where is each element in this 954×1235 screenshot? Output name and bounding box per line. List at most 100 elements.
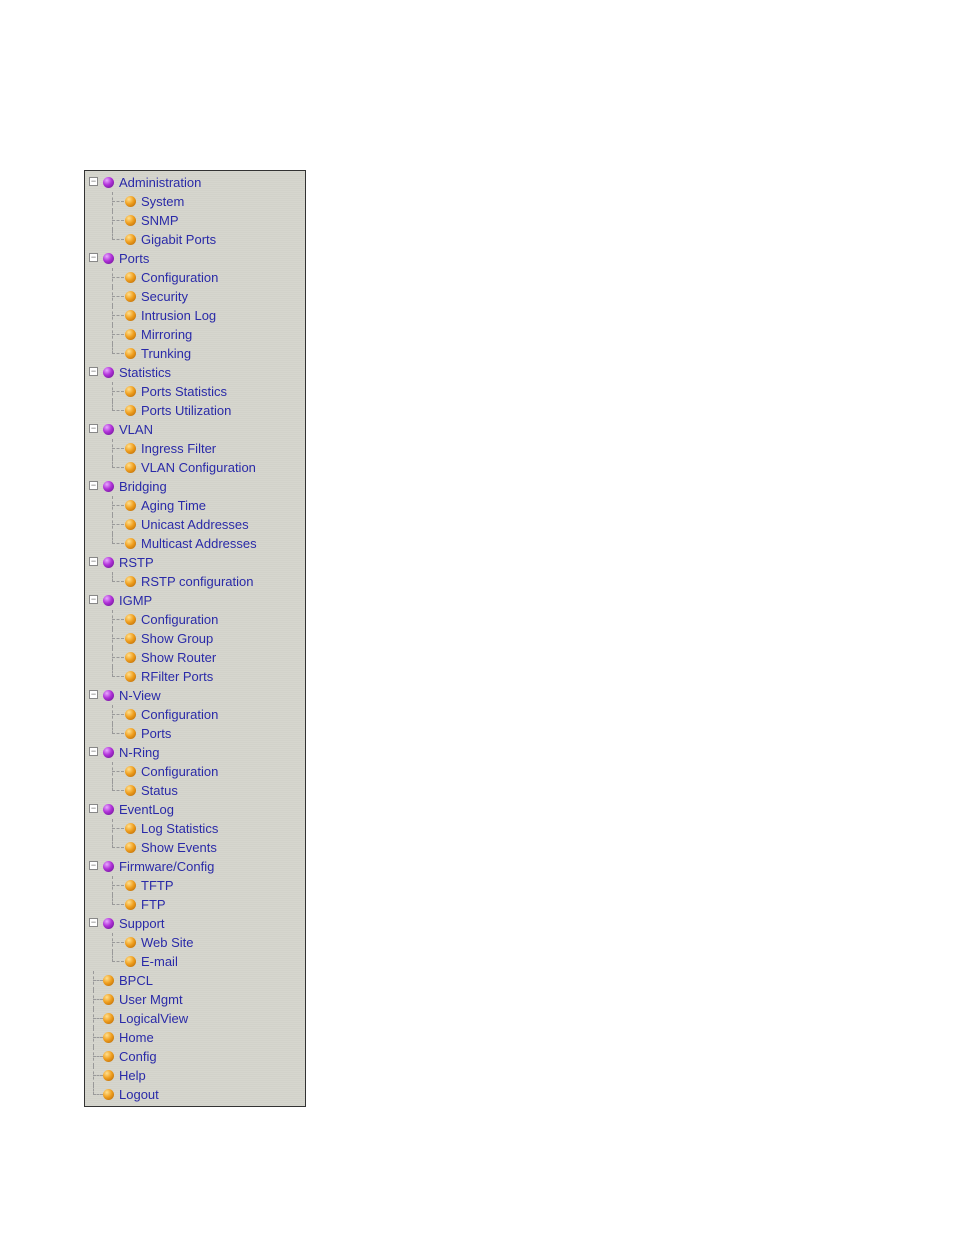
tree-parent-n-view[interactable]: N-View <box>85 686 305 705</box>
tree-child-statistics-ports-utilization[interactable]: Ports Utilization <box>85 401 305 420</box>
tree-child-bridging-unicast-addresses[interactable]: Unicast Addresses <box>85 515 305 534</box>
tree-child-label-web-site[interactable]: Web Site <box>141 933 194 952</box>
tree-child-label-system[interactable]: System <box>141 192 184 211</box>
tree-parent-label-eventlog[interactable]: EventLog <box>119 800 174 819</box>
tree-leaf-label-bpcl[interactable]: BPCL <box>119 971 153 990</box>
collapse-toggle-eventlog[interactable] <box>89 804 98 813</box>
tree-parent-label-n-view[interactable]: N-View <box>119 686 161 705</box>
tree-parent-statistics[interactable]: Statistics <box>85 363 305 382</box>
tree-leaf-label-home[interactable]: Home <box>119 1028 154 1047</box>
tree-child-label-ports[interactable]: Ports <box>141 724 171 743</box>
tree-child-label-configuration[interactable]: Configuration <box>141 610 218 629</box>
tree-child-administration-system[interactable]: System <box>85 192 305 211</box>
tree-child-bridging-aging-time[interactable]: Aging Time <box>85 496 305 515</box>
collapse-toggle-n-view[interactable] <box>89 690 98 699</box>
tree-parent-label-igmp[interactable]: IGMP <box>119 591 152 610</box>
tree-parent-label-support[interactable]: Support <box>119 914 165 933</box>
tree-leaf-help[interactable]: Help <box>85 1066 305 1085</box>
tree-child-label-multicast-addresses[interactable]: Multicast Addresses <box>141 534 257 553</box>
tree-child-label-rfilter-ports[interactable]: RFilter Ports <box>141 667 213 686</box>
tree-parent-n-ring[interactable]: N-Ring <box>85 743 305 762</box>
collapse-toggle-ports[interactable] <box>89 253 98 262</box>
tree-child-label-ingress-filter[interactable]: Ingress Filter <box>141 439 216 458</box>
tree-leaf-home[interactable]: Home <box>85 1028 305 1047</box>
tree-parent-firmware-config[interactable]: Firmware/Config <box>85 857 305 876</box>
tree-child-statistics-ports-statistics[interactable]: Ports Statistics <box>85 382 305 401</box>
tree-child-label-ftp[interactable]: FTP <box>141 895 166 914</box>
tree-child-label-configuration[interactable]: Configuration <box>141 762 218 781</box>
tree-parent-label-bridging[interactable]: Bridging <box>119 477 167 496</box>
tree-child-rstp-rstp-configuration[interactable]: RSTP configuration <box>85 572 305 591</box>
tree-leaf-user-mgmt[interactable]: User Mgmt <box>85 990 305 1009</box>
tree-child-firmware-config-ftp[interactable]: FTP <box>85 895 305 914</box>
tree-parent-ports[interactable]: Ports <box>85 249 305 268</box>
tree-parent-bridging[interactable]: Bridging <box>85 477 305 496</box>
tree-leaf-label-config[interactable]: Config <box>119 1047 157 1066</box>
tree-child-support-e-mail[interactable]: E-mail <box>85 952 305 971</box>
tree-leaf-bpcl[interactable]: BPCL <box>85 971 305 990</box>
collapse-toggle-n-ring[interactable] <box>89 747 98 756</box>
tree-child-n-view-ports[interactable]: Ports <box>85 724 305 743</box>
tree-leaf-config[interactable]: Config <box>85 1047 305 1066</box>
tree-child-label-log-statistics[interactable]: Log Statistics <box>141 819 218 838</box>
tree-child-label-trunking[interactable]: Trunking <box>141 344 191 363</box>
tree-parent-label-rstp[interactable]: RSTP <box>119 553 154 572</box>
tree-parent-eventlog[interactable]: EventLog <box>85 800 305 819</box>
tree-leaf-label-logout[interactable]: Logout <box>119 1085 159 1104</box>
tree-parent-label-n-ring[interactable]: N-Ring <box>119 743 159 762</box>
tree-child-label-configuration[interactable]: Configuration <box>141 268 218 287</box>
tree-parent-label-vlan[interactable]: VLAN <box>119 420 153 439</box>
tree-child-label-show-router[interactable]: Show Router <box>141 648 216 667</box>
collapse-toggle-igmp[interactable] <box>89 595 98 604</box>
collapse-toggle-administration[interactable] <box>89 177 98 186</box>
tree-child-label-aging-time[interactable]: Aging Time <box>141 496 206 515</box>
tree-child-ports-intrusion-log[interactable]: Intrusion Log <box>85 306 305 325</box>
tree-leaf-label-user-mgmt[interactable]: User Mgmt <box>119 990 183 1009</box>
tree-leaf-label-help[interactable]: Help <box>119 1066 146 1085</box>
tree-child-label-status[interactable]: Status <box>141 781 178 800</box>
collapse-toggle-vlan[interactable] <box>89 424 98 433</box>
tree-child-label-show-group[interactable]: Show Group <box>141 629 213 648</box>
tree-child-igmp-show-router[interactable]: Show Router <box>85 648 305 667</box>
tree-leaf-logout[interactable]: Logout <box>85 1085 305 1104</box>
tree-child-label-vlan-configuration[interactable]: VLAN Configuration <box>141 458 256 477</box>
tree-child-label-security[interactable]: Security <box>141 287 188 306</box>
tree-child-label-configuration[interactable]: Configuration <box>141 705 218 724</box>
tree-parent-support[interactable]: Support <box>85 914 305 933</box>
collapse-toggle-rstp[interactable] <box>89 557 98 566</box>
tree-parent-label-firmware-config[interactable]: Firmware/Config <box>119 857 214 876</box>
tree-child-label-ports-statistics[interactable]: Ports Statistics <box>141 382 227 401</box>
tree-child-vlan-ingress-filter[interactable]: Ingress Filter <box>85 439 305 458</box>
collapse-toggle-bridging[interactable] <box>89 481 98 490</box>
tree-parent-label-ports[interactable]: Ports <box>119 249 149 268</box>
tree-child-igmp-rfilter-ports[interactable]: RFilter Ports <box>85 667 305 686</box>
tree-child-n-ring-configuration[interactable]: Configuration <box>85 762 305 781</box>
tree-parent-rstp[interactable]: RSTP <box>85 553 305 572</box>
tree-child-eventlog-log-statistics[interactable]: Log Statistics <box>85 819 305 838</box>
collapse-toggle-firmware-config[interactable] <box>89 861 98 870</box>
tree-child-ports-mirroring[interactable]: Mirroring <box>85 325 305 344</box>
tree-child-vlan-vlan-configuration[interactable]: VLAN Configuration <box>85 458 305 477</box>
tree-child-administration-snmp[interactable]: SNMP <box>85 211 305 230</box>
tree-child-label-gigabit-ports[interactable]: Gigabit Ports <box>141 230 216 249</box>
tree-child-label-unicast-addresses[interactable]: Unicast Addresses <box>141 515 249 534</box>
collapse-toggle-statistics[interactable] <box>89 367 98 376</box>
tree-parent-vlan[interactable]: VLAN <box>85 420 305 439</box>
tree-child-label-ports-utilization[interactable]: Ports Utilization <box>141 401 231 420</box>
tree-parent-label-administration[interactable]: Administration <box>119 173 201 192</box>
tree-parent-igmp[interactable]: IGMP <box>85 591 305 610</box>
tree-child-label-mirroring[interactable]: Mirroring <box>141 325 192 344</box>
tree-child-support-web-site[interactable]: Web Site <box>85 933 305 952</box>
tree-parent-label-statistics[interactable]: Statistics <box>119 363 171 382</box>
tree-child-label-rstp-configuration[interactable]: RSTP configuration <box>141 572 254 591</box>
tree-child-bridging-multicast-addresses[interactable]: Multicast Addresses <box>85 534 305 553</box>
tree-child-firmware-config-tftp[interactable]: TFTP <box>85 876 305 895</box>
tree-child-eventlog-show-events[interactable]: Show Events <box>85 838 305 857</box>
tree-leaf-label-logicalview[interactable]: LogicalView <box>119 1009 188 1028</box>
tree-child-label-snmp[interactable]: SNMP <box>141 211 179 230</box>
tree-child-ports-trunking[interactable]: Trunking <box>85 344 305 363</box>
tree-child-label-e-mail[interactable]: E-mail <box>141 952 178 971</box>
tree-child-n-view-configuration[interactable]: Configuration <box>85 705 305 724</box>
tree-child-igmp-configuration[interactable]: Configuration <box>85 610 305 629</box>
collapse-toggle-support[interactable] <box>89 918 98 927</box>
